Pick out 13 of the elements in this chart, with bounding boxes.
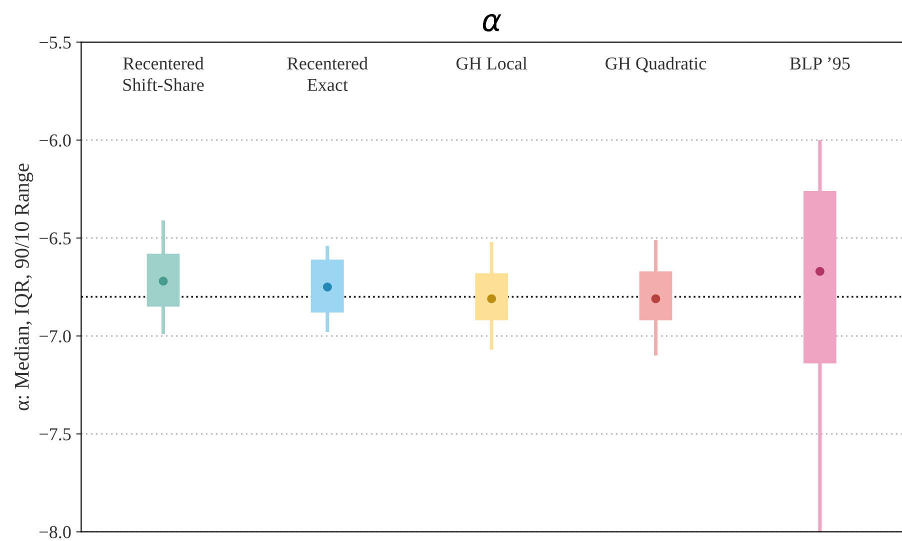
- y-tick-label: −5.5: [40, 36, 71, 49]
- x-tick-label: GH Local: [456, 56, 528, 70]
- y-tick-label: −7.0: [40, 330, 71, 342]
- x-tick-label: Recentered Shift-Share: [123, 56, 204, 91]
- chart-title: α: [482, 14, 502, 32]
- y-tick-label: −6.0: [40, 134, 71, 147]
- y-tick-label: −6.5: [40, 232, 71, 245]
- y-tick-label: −8.0: [40, 526, 71, 538]
- x-tick-label: Recentered Exact: [287, 56, 368, 91]
- x-tick-label: GH Quadratic: [606, 56, 706, 72]
- y-tick-label: −7.5: [40, 428, 71, 440]
- y-axis-title: α: Median, IQR, 90/10 Range: [14, 164, 34, 410]
- x-tick-label: BLP ’95: [790, 57, 850, 70]
